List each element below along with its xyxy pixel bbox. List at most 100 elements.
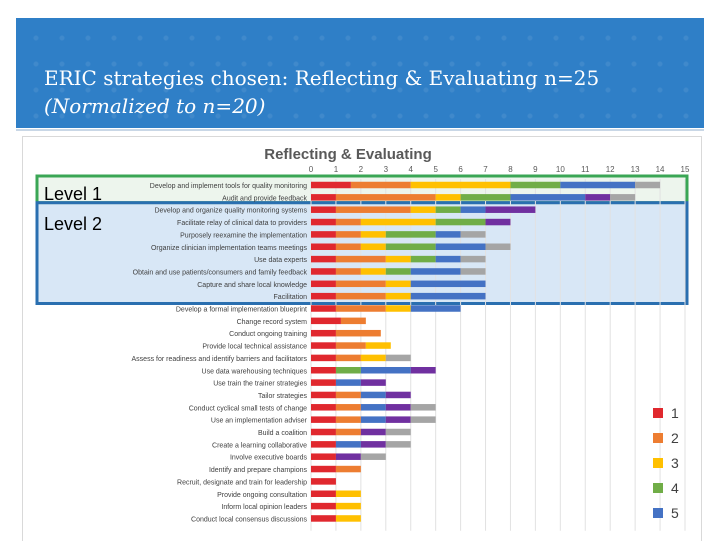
bar-segment: [335, 502, 361, 510]
bar-segment: [350, 181, 411, 189]
legend-swatch: [653, 408, 663, 418]
bar-segment: [311, 305, 336, 312]
bar-segment: [360, 354, 386, 362]
category-label: Use an implementation adviser: [211, 418, 308, 425]
category-label: Use train the trainer strategies: [213, 381, 307, 388]
bar-segment: [385, 441, 411, 448]
bar-segment: [311, 243, 336, 250]
category-label: Conduct cyclical small tests of change: [189, 405, 307, 412]
bar-segment: [410, 305, 461, 312]
legend-label: 4: [671, 480, 679, 496]
bar-segment: [360, 391, 386, 399]
category-label: Provide local technical assistance: [202, 344, 307, 351]
bar-segment: [335, 280, 386, 288]
bar-segment: [311, 428, 336, 436]
bar-segment: [360, 367, 411, 374]
legend-label: 2: [671, 430, 679, 446]
bar-segment: [385, 255, 411, 263]
bar-segment: [435, 231, 461, 238]
header-pattern: [16, 18, 704, 128]
x-tick-label: 8: [508, 165, 513, 174]
bar-segment: [360, 379, 386, 386]
bar-segment: [360, 404, 386, 411]
bar-segment: [410, 404, 436, 411]
bar-segment: [485, 218, 511, 226]
category-label: Use data warehousing techniques: [202, 368, 308, 375]
bar-segment: [311, 255, 336, 263]
bar-segment: [385, 391, 411, 399]
bar-segment: [311, 416, 336, 423]
bar-segment: [385, 231, 436, 238]
bar-segment: [435, 206, 461, 213]
x-tick-label: 5: [433, 165, 438, 174]
bar-segment: [311, 231, 336, 238]
x-tick-label: 15: [681, 165, 690, 174]
legend-label: 3: [671, 455, 679, 471]
x-tick-label: 1: [334, 165, 339, 174]
bar-segment: [360, 231, 386, 238]
header-divider: [16, 129, 704, 131]
bar-segment: [335, 342, 366, 349]
bar-segment: [460, 194, 511, 201]
category-label: Conduct local consensus discussions: [191, 516, 307, 523]
bar-segment: [311, 329, 336, 337]
bar-segment: [335, 305, 386, 312]
x-tick-label: 3: [384, 165, 389, 174]
x-tick-label: 14: [656, 165, 665, 174]
category-label: Conduct ongoing training: [229, 331, 307, 338]
category-label: Change record system: [237, 319, 308, 326]
bar-segment: [435, 255, 461, 263]
x-tick-label: 13: [631, 165, 640, 174]
legend-swatch: [653, 458, 663, 468]
bar-segment: [335, 379, 361, 386]
bar-segment: [385, 354, 411, 362]
bar-segment: [335, 218, 361, 226]
bar-segment: [365, 342, 391, 349]
bar-segment: [311, 490, 336, 497]
legend-swatch: [653, 433, 663, 443]
bar-segment: [360, 453, 386, 460]
bar-segment: [410, 280, 486, 288]
level-2-box: [35, 201, 689, 305]
bar-segment: [460, 206, 486, 213]
category-label: Develop and implement tools for quality …: [150, 183, 307, 190]
bar-segment: [335, 515, 361, 522]
bar-segment: [311, 515, 336, 522]
bar-segment: [311, 268, 336, 275]
bar-segment: [335, 416, 361, 423]
bar-segment: [311, 391, 336, 399]
bar-segment: [335, 231, 361, 238]
category-label: Provide ongoing consultation: [217, 492, 307, 499]
category-label: Recruit, designate and train for leaders…: [177, 479, 307, 486]
x-tick-label: 11: [581, 165, 590, 174]
category-label: Organize clinician implementation teams …: [151, 245, 308, 252]
bar-segment: [311, 194, 336, 201]
bar-segment: [385, 404, 411, 411]
bar-segment: [311, 292, 336, 300]
bar-segment: [460, 268, 486, 275]
bar-segment: [635, 181, 661, 189]
bar-segment: [560, 181, 636, 189]
bar-segment: [335, 453, 361, 460]
bar-segment: [385, 268, 411, 275]
legend-swatch: [653, 483, 663, 493]
bar-segment: [360, 218, 436, 226]
legend-swatch: [653, 508, 663, 518]
category-label: Develop and organize quality monitoring …: [154, 208, 307, 215]
bar-segment: [460, 231, 486, 238]
category-label: Purposely reexamine the implementation: [180, 232, 307, 239]
category-label: Tailor strategies: [258, 393, 308, 400]
x-tick-label: 12: [606, 165, 615, 174]
bar-segment: [311, 280, 336, 288]
bar-segment: [335, 428, 361, 436]
bar-segment: [460, 255, 486, 263]
bar-segment: [335, 243, 361, 250]
x-tick-label: 0: [309, 165, 314, 174]
bar-segment: [485, 243, 511, 250]
bar-segment: [311, 465, 336, 473]
category-label: Identify and prepare champions: [209, 467, 308, 474]
category-label: Create a learning collaborative: [212, 442, 307, 449]
bar-segment: [335, 391, 361, 399]
bar-segment: [410, 416, 436, 423]
slide-header: ERIC strategies chosen: Reflecting & Eva…: [16, 18, 704, 128]
